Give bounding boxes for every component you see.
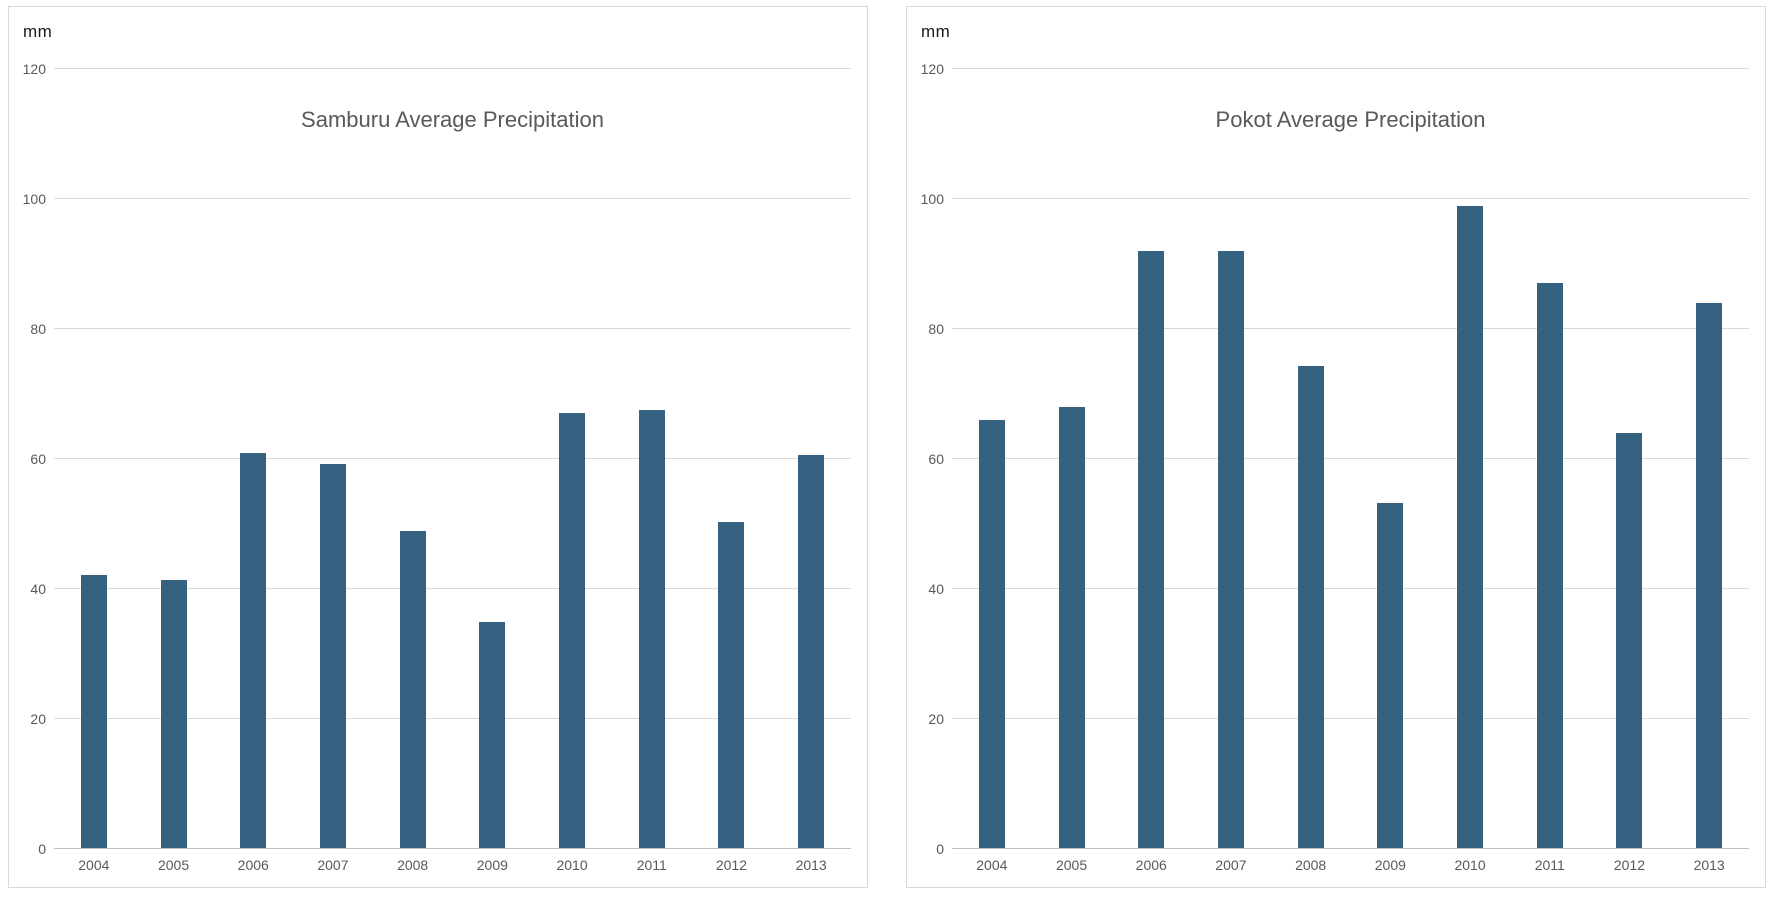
bar-2012 [718,522,745,848]
x-axis-label: 2005 [1055,857,1088,873]
x-axis-label: 2012 [1613,857,1646,873]
gridline [54,718,851,719]
bar-2005 [160,580,187,848]
bar-2013 [798,454,825,848]
bar-2011 [1536,283,1563,848]
x-axis-label: 2006 [237,857,269,873]
y-tick-label: 80 [928,321,944,337]
x-axis-label: 2007 [317,857,349,873]
gridline [54,68,851,69]
y-tick-label: 120 [22,61,46,77]
gridline [952,718,1749,719]
y-tick-label: 40 [928,581,944,597]
gridline [952,68,1749,69]
x-axis-label: 2010 [556,857,588,873]
x-axis-label: 2004 [976,857,1008,873]
bar-2012 [1616,432,1643,848]
y-tick-label: 60 [30,451,46,467]
bar-2005 [1058,407,1085,848]
x-axis-label: 2009 [476,857,508,873]
plot-area: 0 20 40 60 80 100 120 2004 2005 2006 2007 2008 2009 2… [23,62,851,872]
x-axis-label: 2010 [1454,857,1486,873]
bar-2010 [1457,206,1484,848]
pokot-chart-panel: mm Pokot Average Precipitation 0 20 40 60 80… [906,6,1766,888]
bar-2004 [978,419,1005,848]
chart-title: Samburu Average Precipitation [301,107,604,132]
gridline [54,198,851,199]
y-tick-label: 100 [920,191,944,207]
y-tick-label: 0 [38,841,46,857]
bar-2008 [1297,365,1324,848]
bar-2007 [319,463,346,848]
x-axis-label: 2013 [795,857,827,873]
bar-2004 [80,575,107,848]
x-axis-label: 2007 [1215,857,1247,873]
y-tick-label: 20 [30,711,46,727]
x-axis-label: 2008 [1295,857,1327,873]
x-axis-label: 2011 [636,857,667,873]
bar-2006 [240,452,267,848]
y-tick-label: 40 [30,581,46,597]
x-axis-label: 2006 [1135,857,1167,873]
plot-area: 0 20 40 60 80 100 120 2004 2005 2006 2007 2008 2009 2… [921,62,1749,872]
x-axis-label: 2011 [1534,857,1565,873]
y-axis-unit-label: mm [921,22,951,41]
gridline [952,328,1749,329]
gridline [54,588,851,589]
gridline [952,198,1749,199]
bar-2009 [479,621,506,848]
x-axis-line [54,848,851,849]
y-tick-label: 20 [928,711,944,727]
x-axis-label: 2004 [78,857,110,873]
bar-2011 [638,409,665,848]
gridline [952,458,1749,459]
gridline [54,458,851,459]
y-tick-label: 120 [920,61,944,77]
x-axis-label: 2008 [397,857,429,873]
bar-2010 [559,413,586,848]
x-axis-line [952,848,1749,849]
bar-2009 [1377,502,1404,848]
y-axis-unit-label: mm [23,22,53,41]
gridline [54,328,851,329]
y-tick-label: 0 [936,841,944,857]
bar-2013 [1696,303,1723,848]
x-axis-label: 2009 [1374,857,1406,873]
chart-title: Pokot Average Precipitation [1215,107,1486,132]
y-tick-label: 80 [30,321,46,337]
bar-2008 [399,530,426,848]
bar-2006 [1138,251,1165,848]
y-tick-label: 100 [22,191,46,207]
y-tick-label: 60 [928,451,944,467]
samburu-chart-panel: mm Samburu Average Precipitation 0 20 40 60… [8,6,868,888]
x-axis-label: 2005 [157,857,190,873]
bar-2007 [1217,251,1244,848]
x-axis-label: 2012 [715,857,748,873]
gridline [952,588,1749,589]
x-axis-label: 2013 [1693,857,1725,873]
